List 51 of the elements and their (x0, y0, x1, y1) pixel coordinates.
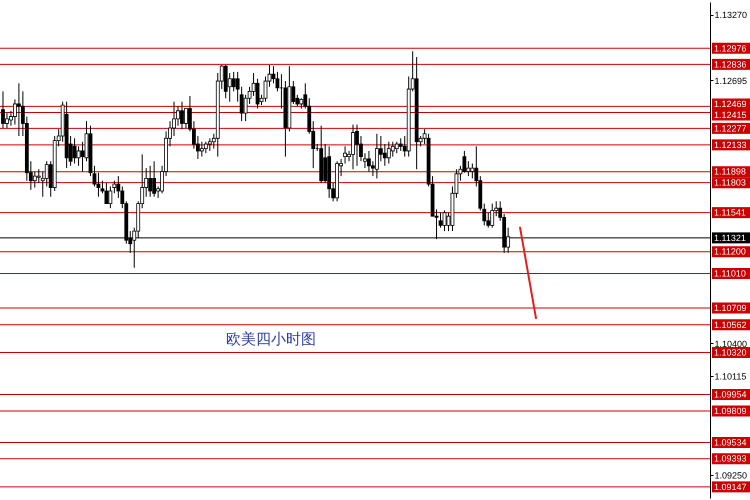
ref-line-label: 1.12976 (714, 43, 747, 54)
y-tick-label: 1.10115 (714, 372, 746, 382)
ref-line-label: 1.11898 (714, 166, 746, 177)
ref-line-label: 1.09147 (714, 482, 747, 492)
ref-line-label: 1.09534 (714, 438, 747, 448)
ref-line-label: 1.12415 (714, 110, 747, 120)
ref-line-label: 1.10320 (714, 348, 747, 358)
candlestick (104, 182, 108, 204)
y-tick-label: 1.10400 (714, 338, 748, 349)
ref-line-label: 1.12277 (714, 123, 747, 134)
candlestick (1, 90, 5, 129)
y-tick-label: 1.12695 (714, 76, 748, 86)
candlestick (72, 138, 76, 164)
ref-line-label: 1.09809 (714, 406, 747, 416)
candlestick (367, 150, 371, 172)
candlestick (232, 71, 236, 92)
ref-line-label: 1.11803 (714, 178, 746, 188)
ref-line-label: 1.12133 (714, 140, 747, 150)
ref-line-label: 1.09393 (714, 454, 747, 464)
ref-line-label: 1.09954 (714, 389, 747, 400)
y-tick-label: 1.13270 (714, 10, 748, 20)
y-tick-label: 1.09250 (714, 470, 748, 481)
ref-line-label: 1.11321 (714, 232, 746, 243)
candlestick (200, 141, 204, 158)
ref-line-label: 1.12836 (714, 59, 747, 70)
ref-line-label: 1.10562 (714, 320, 747, 330)
candlestick (299, 98, 304, 110)
candlestick (36, 168, 41, 184)
candlestick (204, 141, 208, 154)
candlestick (490, 203, 494, 228)
candlestick (32, 171, 37, 188)
candlestick (355, 124, 359, 166)
candlestick (16, 82, 21, 137)
candlestick (5, 112, 9, 129)
candlestick (180, 101, 184, 130)
annotation: 欧美四小时图 (226, 330, 316, 348)
candlestick (152, 160, 156, 198)
ref-line-label: 1.11200 (714, 246, 746, 257)
candlestick (470, 163, 474, 179)
candlestick (148, 165, 152, 198)
candlestick (208, 138, 212, 152)
candlestick (374, 133, 379, 179)
candlestick (343, 146, 347, 164)
candlestick (386, 141, 391, 164)
candlestick (394, 141, 399, 154)
ref-line-label: 1.11010 (714, 268, 746, 278)
ref-line-label: 1.11541 (714, 208, 746, 218)
ref-line-label: 1.12469 (714, 98, 747, 109)
ref-line-label: 1.10709 (714, 302, 747, 313)
candlestick (351, 124, 355, 170)
candlestick (442, 210, 446, 232)
